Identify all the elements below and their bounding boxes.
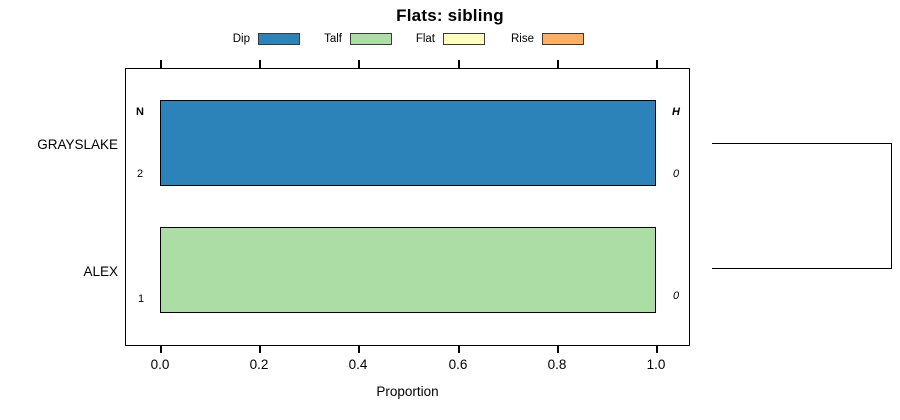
bar-grayslake-dip xyxy=(160,100,656,186)
y-label-grayslake: GRAYSLAKE xyxy=(37,137,118,152)
x-tick-label: 0.8 xyxy=(547,357,567,372)
axis-tick xyxy=(259,346,261,353)
axis-tick xyxy=(656,346,658,353)
chart-title: Flats: sibling xyxy=(396,6,504,25)
axis-tick xyxy=(160,60,162,68)
n-value-grayslake: 2 xyxy=(136,168,144,180)
bar-alex-talf xyxy=(160,227,656,313)
x-tick-label: 1.0 xyxy=(646,357,666,372)
x-axis-title: Proportion xyxy=(376,384,439,399)
legend-item-talf: Talf xyxy=(282,30,392,45)
n-column-header: N xyxy=(136,106,144,118)
axis-tick xyxy=(458,346,460,353)
axis-tick xyxy=(358,60,360,68)
x-tick-label: 0.4 xyxy=(348,357,368,372)
x-tick-label: 0.2 xyxy=(249,357,269,372)
axis-tick xyxy=(557,60,559,68)
legend-label-dip: Dip xyxy=(232,32,250,45)
legend-item-flat: Flat xyxy=(375,30,485,45)
axis-tick xyxy=(557,346,559,353)
h-value-grayslake: 0 xyxy=(672,168,680,180)
axis-tick xyxy=(160,346,162,353)
legend-item-rise: Rise xyxy=(474,30,584,45)
x-tick-label: 0.0 xyxy=(150,357,170,372)
h-value-alex: 0 xyxy=(672,290,680,302)
axis-tick xyxy=(259,60,261,68)
axis-tick xyxy=(358,346,360,353)
legend-item-dip: Dip xyxy=(190,30,300,45)
legend-label-rise: Rise xyxy=(510,32,534,45)
legend-swatch-talf xyxy=(350,32,392,45)
y-label-alex: ALEX xyxy=(83,264,118,279)
legend-swatch-flat xyxy=(443,32,485,45)
axis-tick xyxy=(656,60,658,68)
dendrogram-bracket xyxy=(712,143,892,269)
legend-label-talf: Talf xyxy=(324,32,342,45)
axis-tick xyxy=(458,60,460,68)
legend-swatch-rise xyxy=(542,32,584,45)
legend-label-flat: Flat xyxy=(415,32,435,45)
legend-swatch-dip xyxy=(258,32,300,45)
x-tick-label: 0.6 xyxy=(448,357,468,372)
n-value-alex: 1 xyxy=(137,293,145,305)
h-column-header: H xyxy=(672,106,680,118)
